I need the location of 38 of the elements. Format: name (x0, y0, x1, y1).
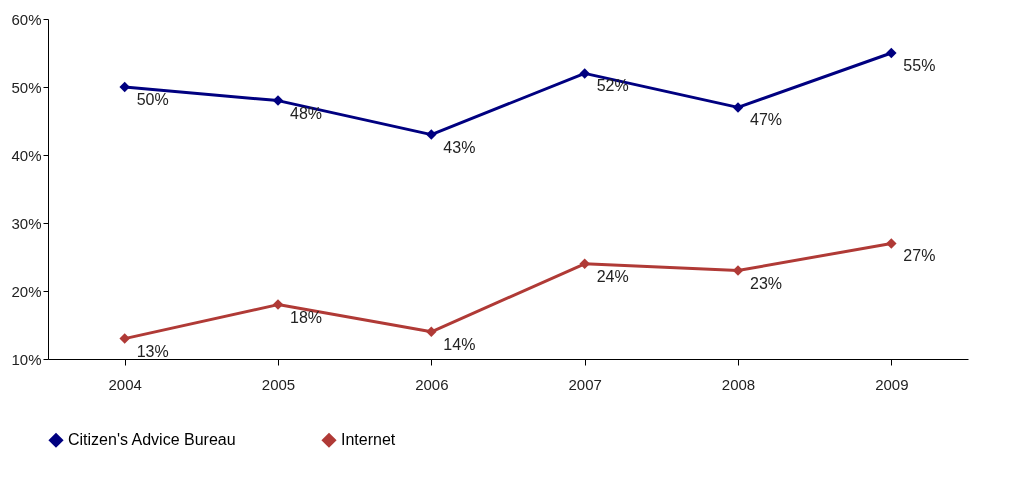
point (579, 68, 590, 79)
data-label: 18% (290, 308, 323, 326)
point (119, 333, 130, 344)
y-tick-label: 30% (11, 214, 42, 232)
point (119, 81, 130, 93)
x-tick-label: 2006 (415, 375, 449, 393)
x-tick-label: 2008 (721, 375, 756, 393)
data-label: 13% (136, 342, 169, 360)
data-label: 50% (136, 91, 169, 108)
data-label: 47% (750, 111, 783, 129)
data-label: 55% (903, 57, 936, 74)
x-tick-label: 2004 (108, 375, 142, 393)
y-tick-label: 10% (11, 350, 42, 368)
point (732, 102, 744, 113)
x-tick-label: 2009 (875, 375, 909, 393)
y-tick-label: 60% (11, 10, 42, 28)
point (272, 95, 284, 106)
data-label: 27% (903, 247, 936, 265)
point (426, 326, 437, 338)
point (732, 265, 744, 276)
point (426, 129, 437, 140)
x-tick-label: 2005 (261, 375, 296, 393)
data-label: 23% (750, 274, 783, 292)
x-tick-label: 2007 (568, 375, 602, 393)
data-label: 24% (596, 267, 629, 285)
point (579, 258, 590, 270)
data-label: 52% (596, 77, 629, 95)
data-label: 14% (443, 335, 476, 353)
y-tick-label: 50% (11, 78, 42, 96)
y-tick-label: 40% (11, 146, 42, 164)
point (272, 299, 284, 310)
y-tick-label: 20% (11, 282, 42, 300)
point (886, 47, 897, 59)
legend-label: Citizen's Advice Bureau (68, 431, 236, 449)
data-label: 43% (443, 138, 476, 156)
point (886, 238, 897, 249)
legend-label: Internet (341, 431, 396, 449)
data-label: 48% (290, 104, 323, 122)
